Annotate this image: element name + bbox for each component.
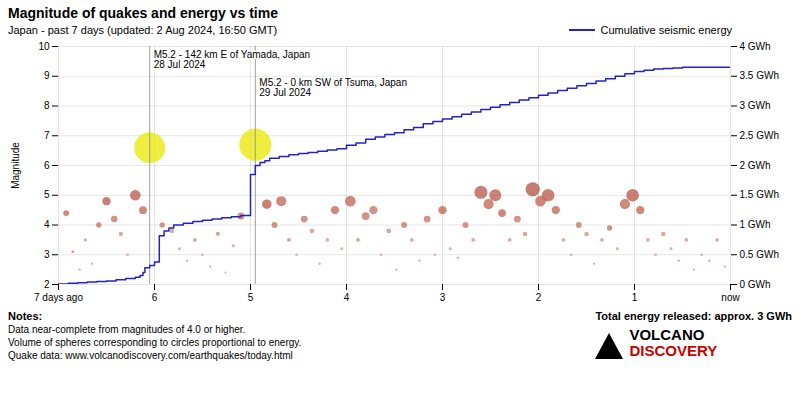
svg-text:6: 6 xyxy=(44,160,50,171)
svg-text:3: 3 xyxy=(44,249,50,260)
svg-text:5: 5 xyxy=(248,292,254,303)
svg-text:2: 2 xyxy=(536,292,542,303)
html-text:Total energy released: approx.: Total energy released: approx. 3 GWh xyxy=(595,310,792,322)
svg-text:8: 8 xyxy=(44,100,50,111)
svg-text:0 GWh: 0 GWh xyxy=(740,279,771,290)
svg-text:4: 4 xyxy=(44,219,50,230)
html-text:Quake data: www.volcanodiscove: Quake data: www.volcanodiscovery.com/ear… xyxy=(8,350,293,361)
svg-text:1: 1 xyxy=(632,292,638,303)
svg-text:now: now xyxy=(721,292,740,303)
html-text:DISCOVERY: DISCOVERY xyxy=(629,342,718,359)
svg-text:1.5 GWh: 1.5 GWh xyxy=(740,189,779,200)
html-text:VOLCANO: VOLCANO xyxy=(629,326,705,343)
svg-text:Magnitude: Magnitude xyxy=(10,142,21,189)
html-text:Volume of spheres correspondin: Volume of spheres corresponding to circl… xyxy=(8,337,302,348)
html-text:Japan - past 7 days (updated:: Japan - past 7 days (updated: 2 Aug 2024… xyxy=(8,24,278,36)
svg-text:M5.2 - 0 km SW of Tsuma, Japan: M5.2 - 0 km SW of Tsuma, Japan29 Jul 202… xyxy=(259,77,407,98)
html-text:Cumulative seismic energy: Cumulative seismic energy xyxy=(600,24,732,36)
svg-text:0.5 GWh: 0.5 GWh xyxy=(740,249,779,260)
svg-text:4 GWh: 4 GWh xyxy=(740,41,771,52)
svg-text:3 GWh: 3 GWh xyxy=(740,100,771,111)
html-text:Data near-complete from magnit: Data near-complete from magnitudes of 4.… xyxy=(8,324,246,335)
svg-text:7: 7 xyxy=(44,130,50,141)
svg-text:9: 9 xyxy=(44,70,50,81)
svg-text:6: 6 xyxy=(152,292,158,303)
svg-text:2: 2 xyxy=(44,279,50,290)
svg-text:2 GWh: 2 GWh xyxy=(740,160,771,171)
svg-text:M5.2 - 142 km E of Yamada, Jap: M5.2 - 142 km E of Yamada, Japan28 Jul 2… xyxy=(154,49,310,70)
html-text:Notes:: Notes: xyxy=(8,310,43,322)
svg-text:3: 3 xyxy=(440,292,446,303)
svg-text:7 days ago: 7 days ago xyxy=(34,292,83,303)
svg-text:5: 5 xyxy=(44,189,50,200)
svg-text:10: 10 xyxy=(38,41,50,52)
svg-text:3.5 GWh: 3.5 GWh xyxy=(740,70,779,81)
html-text:Magnitude of quakes and energy: Magnitude of quakes and energy vs time xyxy=(8,5,278,21)
svg-text:1 GWh: 1 GWh xyxy=(740,219,771,230)
svg-text:4: 4 xyxy=(344,292,350,303)
svg-text:2.5 GWh: 2.5 GWh xyxy=(740,130,779,141)
